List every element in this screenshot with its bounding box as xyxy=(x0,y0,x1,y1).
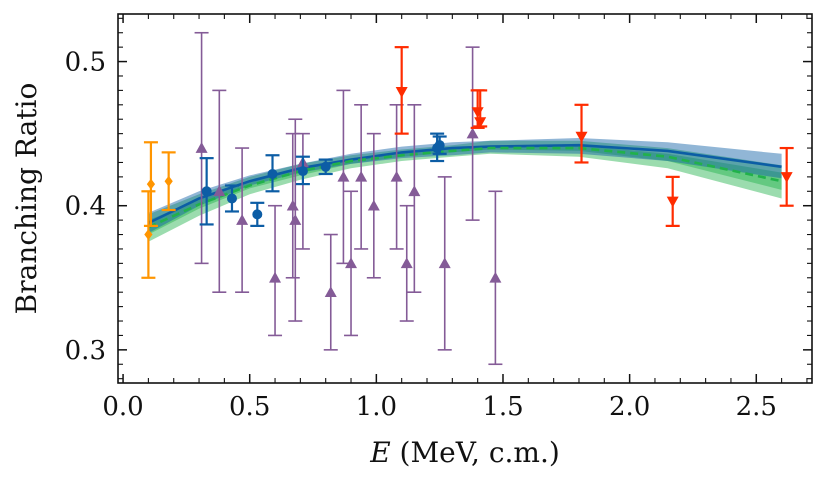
purple-triangles-point xyxy=(355,170,368,182)
tick-labels: 0.0 0.5 1.0 1.5 2.0 2.5 0.3 0.4 0.5 xyxy=(65,48,777,422)
x-axis-unit: (MeV, c.m.) xyxy=(391,436,560,469)
orange-diamonds-point xyxy=(146,178,156,190)
red-triangles-down-point xyxy=(471,107,484,119)
x-axis-variable: E xyxy=(369,436,390,469)
x-tick-label: 0.5 xyxy=(229,392,270,422)
purple-triangles-point xyxy=(236,214,249,225)
red-triangles-down-point xyxy=(575,131,588,143)
x-tick-label: 2.5 xyxy=(736,392,777,422)
blue-circles-point xyxy=(434,140,445,151)
purple-triangles-point xyxy=(345,257,358,269)
blue-circles-point xyxy=(252,209,263,220)
x-tick-label: 1.5 xyxy=(482,392,523,422)
orange-diamonds-point xyxy=(164,175,173,187)
y-tick-label: 0.5 xyxy=(65,48,106,78)
x-axis-title: E (MeV, c.m.) xyxy=(369,436,560,469)
purple-triangles-point xyxy=(367,199,380,211)
purple-triangles-point xyxy=(213,185,226,197)
purple-triangles-point xyxy=(324,286,337,297)
purple-triangles-point xyxy=(400,257,413,269)
blue-circles-point xyxy=(226,193,237,204)
axis-ticks xyxy=(118,14,812,383)
purple-triangles-point xyxy=(269,271,282,283)
blue-band xyxy=(148,138,782,234)
red-triangles-down xyxy=(394,46,794,227)
blue-circles-point xyxy=(201,186,212,197)
data-points xyxy=(141,31,794,366)
orange-diamonds-point xyxy=(144,229,153,241)
purple-triangles-point xyxy=(195,142,208,153)
purple-triangles-point xyxy=(489,271,502,283)
purple-triangles-point xyxy=(337,170,350,182)
purple-triangles-point xyxy=(390,170,403,182)
red-triangles-down-point xyxy=(395,87,408,98)
orange-diamonds xyxy=(141,141,176,279)
blue-circles-point xyxy=(267,168,278,179)
x-tick-label: 1.0 xyxy=(356,392,397,422)
y-axis-title: Branching Ratio xyxy=(10,83,43,315)
purple-triangles-point xyxy=(289,214,302,225)
y-tick-label: 0.3 xyxy=(65,336,106,366)
purple-triangles-point xyxy=(466,127,479,139)
red-triangles-down-point xyxy=(666,196,679,208)
plot-frame xyxy=(117,13,813,384)
x-tick-label: 0.0 xyxy=(102,392,143,422)
purple-triangles-point xyxy=(438,257,451,269)
y-tick-label: 0.4 xyxy=(65,192,106,222)
purple-triangles xyxy=(194,31,503,366)
red-triangles-down-point xyxy=(474,117,487,129)
blue-circles xyxy=(199,132,447,227)
blue-circles-point xyxy=(297,166,308,177)
blue-circles-point xyxy=(320,161,331,172)
purple-triangles-point xyxy=(408,185,421,197)
x-tick-label: 2.0 xyxy=(609,392,650,422)
red-triangles-down-point xyxy=(780,172,793,183)
purple-triangles-point xyxy=(286,199,299,211)
